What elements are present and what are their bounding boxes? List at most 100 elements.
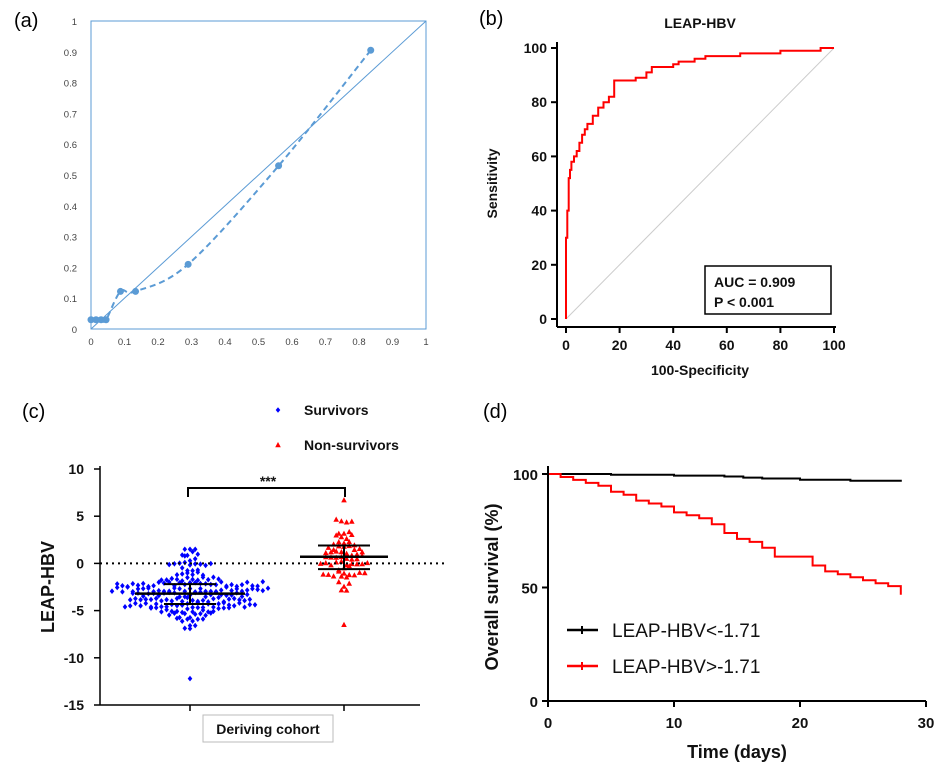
survivor-point [174, 608, 180, 615]
survivor-point [208, 560, 214, 567]
survivor-point [190, 571, 195, 578]
survivor-point [177, 594, 182, 600]
survivor-point [143, 596, 149, 603]
non-survivor-point [341, 583, 347, 589]
survivor-point [153, 604, 159, 611]
survivor-point [179, 598, 185, 605]
y-tick-label: 0.7 [64, 109, 77, 120]
x-axis-title: 100-Specificity [651, 362, 749, 378]
survivor-point [185, 616, 190, 622]
auc-value-label: AUC = 0.909 [714, 274, 796, 290]
survivor-point [250, 583, 255, 589]
survivor-point [185, 567, 190, 574]
non-survivor-point [343, 574, 350, 580]
y-tick-label: 0.3 [64, 233, 77, 244]
survivor-point [244, 587, 250, 593]
survivor-point [120, 589, 125, 595]
non-survivor-point [317, 560, 324, 566]
non-survivor-point [341, 497, 347, 503]
survivor-point [208, 610, 214, 616]
non-survivor-point [325, 571, 332, 577]
survivor-point [156, 587, 162, 594]
y-tick-label: 50 [521, 581, 538, 598]
survivor-point [237, 600, 242, 606]
non-survivor-point [343, 535, 350, 541]
calibration-point [116, 287, 124, 295]
survivor-point [200, 597, 206, 604]
survivor-point [182, 593, 188, 600]
survivor-point [174, 572, 180, 578]
survivor-point [172, 610, 177, 617]
survivor-point [130, 580, 136, 587]
non-survivor-point [346, 538, 352, 545]
survivor-point [179, 578, 185, 584]
survivor-point [218, 579, 224, 585]
plot-frame [90, 20, 427, 330]
survivor-point [242, 604, 247, 610]
non-survivor-point [346, 580, 352, 586]
survivor-point [169, 608, 175, 615]
survivor-point [187, 614, 193, 621]
survivor-point [226, 605, 232, 611]
survivor-point [172, 582, 177, 589]
x-tick-label: 0.8 [352, 337, 365, 348]
survivor-point [172, 560, 177, 567]
survivor-point [179, 552, 185, 558]
survivor-point [255, 586, 260, 593]
survivor-point [192, 622, 198, 629]
non-survivor-point [354, 556, 360, 562]
non-survivor-point [354, 561, 360, 567]
survivor-point [182, 625, 188, 632]
legend-non-survivors-label: Non-survivors [304, 437, 399, 453]
survivor-point [192, 589, 198, 595]
x-tick-label: 80 [773, 337, 789, 353]
survivor-point [195, 616, 201, 623]
survivor-point [252, 601, 258, 608]
non-survivor-point [333, 532, 339, 538]
x-tick-label: 10 [666, 715, 683, 732]
survivor-point [185, 574, 190, 581]
survivor-point [151, 582, 156, 589]
roc-curve [565, 47, 834, 319]
survivor-point [133, 600, 138, 607]
survivor-point [153, 595, 159, 602]
non-survivor-point [349, 556, 355, 562]
survivor-point [265, 585, 271, 592]
survivor-point [205, 576, 211, 583]
survivor-point [195, 551, 201, 558]
survivor-point [198, 561, 203, 567]
non-survivor-point [338, 573, 345, 579]
non-survivor-point [346, 528, 352, 535]
survivor-point [195, 567, 201, 573]
survivor-point [138, 596, 143, 603]
survivor-point [164, 577, 169, 583]
calibration-point [132, 287, 140, 295]
x-tick-label: 1 [423, 337, 428, 348]
x-tick-label: 60 [719, 337, 735, 353]
non-survivor-point [336, 530, 342, 536]
survivor-point [179, 618, 185, 625]
survivor-point [179, 609, 185, 616]
survivor-point [221, 599, 227, 605]
y-tick-label: 100 [513, 467, 538, 484]
survivor-point [229, 592, 234, 598]
survivor-point [174, 595, 180, 602]
survivor-point [203, 594, 208, 600]
y-tick-label: 0 [72, 325, 77, 336]
survivor-point [200, 616, 206, 622]
calibration-point [97, 316, 105, 324]
survivor-point [174, 576, 180, 583]
survivor-point [148, 605, 154, 611]
survivor-point [140, 580, 146, 587]
survivor-point [179, 565, 185, 571]
survivor-point [187, 622, 193, 629]
survivor-point [239, 581, 245, 588]
non-survivor-point [320, 571, 326, 577]
non-survivor-point [338, 534, 345, 540]
survivor-point [187, 675, 193, 682]
survivor-point [179, 602, 185, 608]
survival-curve-low [548, 473, 902, 482]
survivor-point [127, 597, 133, 603]
survivor-point [195, 598, 201, 605]
survivor-point [224, 583, 229, 589]
